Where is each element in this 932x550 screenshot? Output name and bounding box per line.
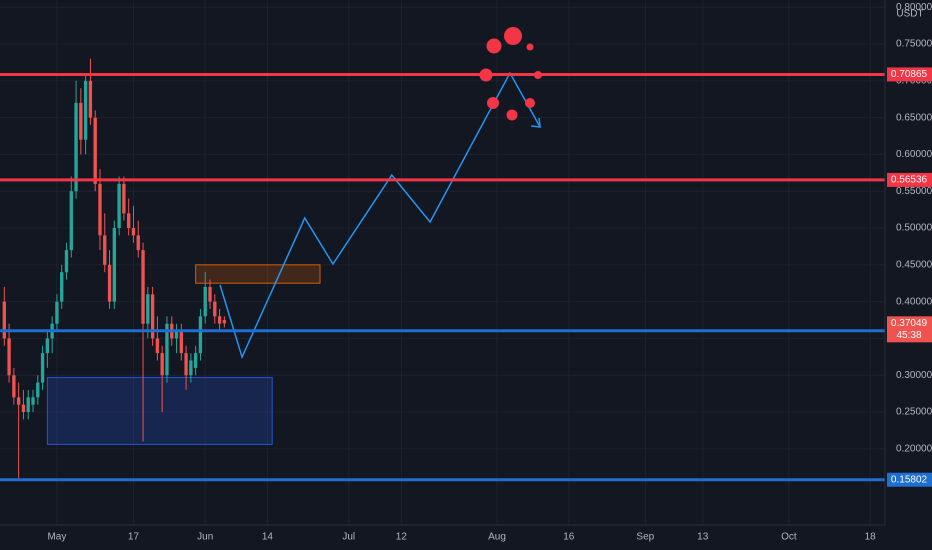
candle-body: [21, 404, 26, 413]
y-tick-label: 0.40000: [896, 296, 932, 307]
projection-arrowhead: [531, 117, 541, 128]
candle-body: [141, 250, 145, 324]
candle-body: [69, 191, 73, 251]
x-tick-label: 17: [128, 532, 140, 543]
y-tick-label: 0.50000: [896, 223, 932, 234]
x-tick-label: Jul: [342, 532, 355, 543]
candle-body: [127, 213, 131, 229]
x-tick-label: May: [47, 532, 66, 543]
candle-body: [31, 397, 35, 405]
candle-body: [79, 102, 83, 140]
candle-body: [74, 102, 78, 192]
candle-body: [7, 338, 11, 376]
y-tick-label: 0.55000: [896, 186, 932, 197]
projection-line: [219, 71, 541, 360]
level-label-box: [887, 67, 932, 82]
candle-body: [16, 397, 21, 405]
spinner: [479, 27, 542, 121]
x-tick-label: 14: [262, 532, 274, 543]
y-tick-label: 0.65000: [896, 112, 932, 123]
candle-body: [64, 250, 69, 273]
level-label: 0.70865: [891, 69, 928, 80]
y-tick-label: 0.60000: [896, 149, 932, 160]
x-tick-label: Oct: [781, 532, 797, 543]
spinner-dot: [526, 43, 534, 51]
price-label: 0.37049: [891, 318, 928, 329]
candle-body: [217, 316, 222, 324]
candle-body: [107, 264, 112, 302]
y-tick-label: 0.25000: [896, 407, 932, 418]
level-label-box: [887, 472, 932, 487]
candle-body: [179, 331, 183, 354]
x-tick-label: Sep: [636, 532, 654, 543]
candle-body: [146, 294, 150, 324]
level-label-box: [887, 172, 932, 187]
candle-body: [198, 316, 203, 354]
candle-body: [88, 80, 93, 118]
spinner-dot: [487, 97, 499, 109]
spinner-dot: [534, 71, 542, 79]
x-tick-label: 18: [865, 532, 877, 543]
candle-body: [165, 323, 169, 376]
candle-body: [184, 353, 188, 376]
candle-body: [122, 183, 126, 214]
candle-body: [155, 338, 160, 354]
x-tick-label: 12: [396, 532, 408, 543]
y-tick-label: 0.75000: [896, 39, 932, 50]
spinner-dot: [525, 98, 535, 108]
candle-body: [213, 301, 217, 317]
candle-body: [45, 338, 50, 354]
candle-body: [222, 320, 227, 324]
candle-body: [193, 353, 198, 368]
candle-body: [55, 301, 59, 324]
candle-body: [60, 272, 64, 302]
x-tick-label: Jun: [197, 532, 213, 543]
price-label-box: [887, 316, 932, 343]
plot: [0, 58, 885, 482]
candle-body: [112, 228, 117, 302]
candle-body: [117, 183, 121, 229]
candle-body: [203, 286, 207, 317]
grid: [0, 0, 885, 525]
candle-body: [103, 235, 107, 265]
spinner-dot: [486, 38, 502, 54]
candle-body: [40, 353, 45, 383]
y-tick-label: 0.20000: [896, 443, 932, 454]
price-axis: [885, 0, 932, 550]
level-label: 0.15802: [891, 474, 928, 485]
x-tick-label: 16: [563, 532, 575, 543]
candle-body: [174, 331, 179, 339]
spinner-dot: [506, 109, 518, 121]
candle-body: [150, 294, 155, 339]
candle-body: [136, 235, 140, 251]
candle-body: [131, 228, 136, 236]
spinner-dot: [504, 27, 522, 45]
candle-body: [189, 360, 193, 376]
candle-body: [12, 375, 16, 398]
y-tick-label: 0.45000: [896, 259, 932, 270]
spinner-dot: [479, 68, 493, 82]
candle-body: [36, 382, 40, 398]
candle-body: [98, 183, 102, 236]
y-tick-label: 0.30000: [896, 370, 932, 381]
candle-body: [160, 353, 164, 376]
zone: [195, 264, 321, 284]
x-tick-label: 13: [697, 532, 709, 543]
candle-body: [2, 301, 6, 339]
y-tick-label: 0.80000: [896, 2, 932, 13]
quote-currency: USDT: [896, 9, 923, 20]
axes: 0.200000.250000.300000.350000.400000.450…: [47, 2, 932, 543]
level-label: 0.56536: [891, 175, 928, 186]
candle-body: [93, 117, 97, 184]
candle-body: [83, 80, 88, 140]
candle-body: [208, 286, 212, 302]
countdown: 45:38: [896, 330, 921, 341]
x-tick-label: Aug: [488, 532, 506, 543]
candle-body: [26, 397, 30, 413]
zone: [46, 376, 273, 445]
